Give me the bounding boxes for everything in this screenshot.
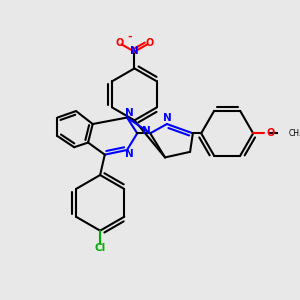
Text: N: N: [125, 108, 134, 118]
Text: O: O: [145, 38, 153, 48]
Text: -: -: [128, 32, 132, 42]
Text: N: N: [130, 46, 139, 56]
Text: CH₃: CH₃: [288, 129, 300, 138]
Text: N: N: [164, 113, 172, 124]
Text: N: N: [125, 149, 134, 159]
Text: O: O: [267, 128, 275, 138]
Text: O: O: [116, 38, 124, 48]
Text: N: N: [142, 125, 151, 136]
Text: Cl: Cl: [94, 243, 106, 253]
